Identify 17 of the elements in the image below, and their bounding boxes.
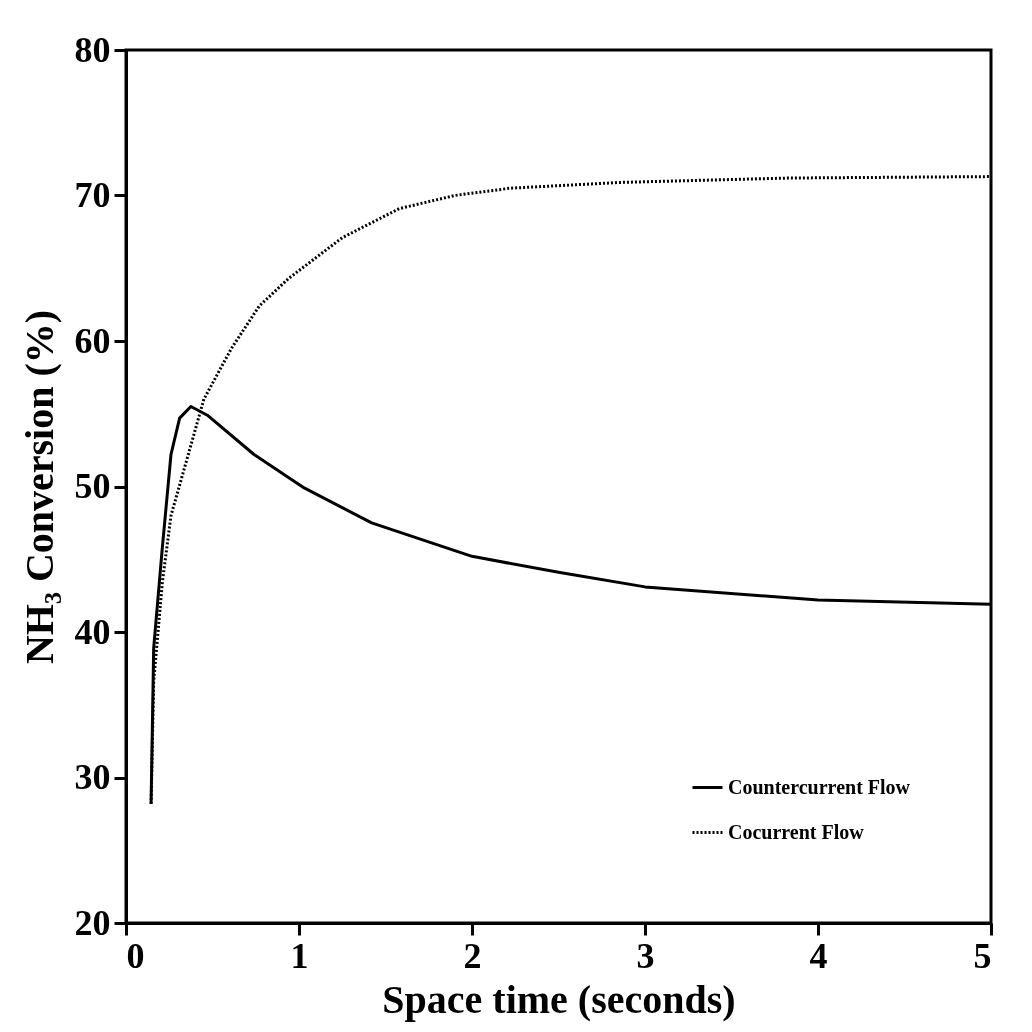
x-tick-label: 4 [809,935,828,976]
y-tick-label: 50 [74,466,111,506]
x-tick-label: 2 [463,935,482,976]
x-tick-label: 5 [973,935,992,976]
y-tick-label: 40 [74,611,111,652]
x-tick-label: 3 [636,935,655,976]
x-tick-label: 1 [290,935,309,976]
legend-label: Countercurrent Flow [728,775,911,798]
legend-label: Cocurrent Flow [728,820,865,843]
y-tick-label: 60 [74,320,111,361]
y-tick-label: 70 [74,175,111,215]
x-axis-title: Space time (seconds) [382,976,736,1022]
y-axis-title: NH₃ Conversion (%) [16,309,62,665]
x-tick-label: 0 [126,935,145,976]
y-tick-label: 20 [74,902,111,943]
y-tick-label: 30 [74,757,111,797]
y-tick-label: 80 [74,29,111,70]
